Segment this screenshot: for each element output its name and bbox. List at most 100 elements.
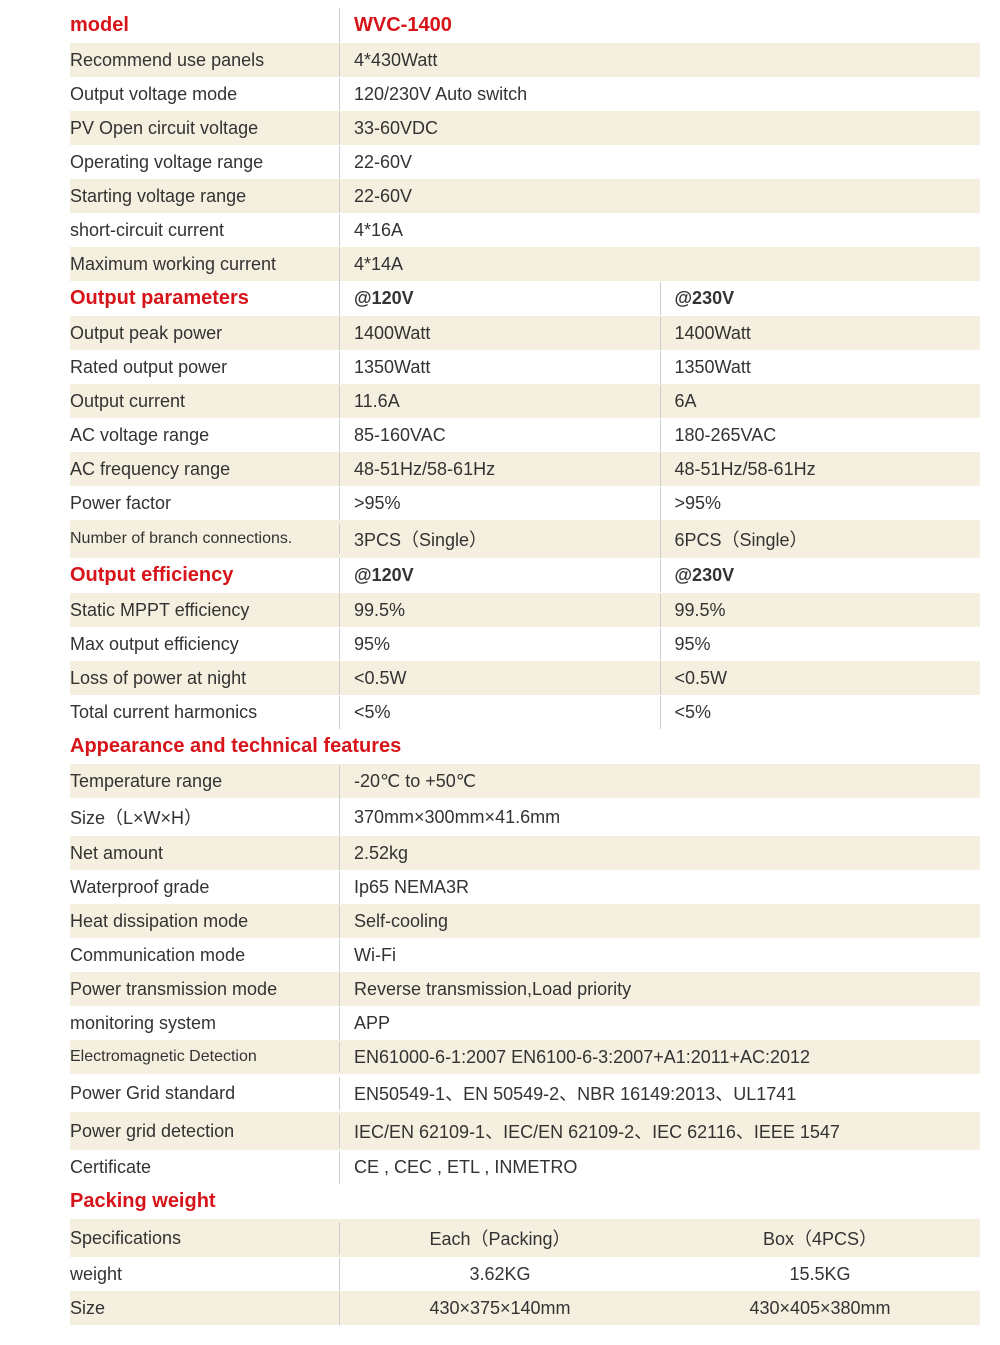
row-label: Static MPPT efficiency (70, 594, 340, 627)
row-value: Self-cooling (340, 905, 980, 938)
table-row: Power transmission modeReverse transmiss… (70, 972, 980, 1006)
row-value-1: <0.5W (340, 662, 661, 695)
col-120v: @120V (340, 282, 661, 315)
row-label: PV Open circuit voltage (70, 112, 340, 145)
row-value: 370mm×300mm×41.6mm (340, 801, 980, 834)
row-value: 33-60VDC (340, 112, 980, 145)
row-label: Power factor (70, 487, 340, 520)
table-row: Operating voltage range22-60V (70, 145, 980, 179)
row-label: Power grid detection (70, 1115, 340, 1148)
row-value-1: 85-160VAC (340, 419, 661, 452)
row-label: Maximum working current (70, 248, 340, 281)
label-efficiency: Output efficiency (70, 558, 340, 593)
table-row: Power Grid standardEN50549-1、EN 50549-2、… (70, 1074, 980, 1112)
row-label: Max output efficiency (70, 628, 340, 661)
row-label: Operating voltage range (70, 146, 340, 179)
row-value-1: 1350Watt (340, 351, 661, 384)
row-packing-header: Specifications Each（Packing） Box（4PCS） (70, 1219, 980, 1257)
row-label: AC voltage range (70, 419, 340, 452)
table-row: Max output efficiency95%95% (70, 627, 980, 661)
row-label: Rated output power (70, 351, 340, 384)
row-label: Communication mode (70, 939, 340, 972)
row-value-2: 1350Watt (661, 351, 981, 384)
table-row: Power grid detectionIEC/EN 62109-1、IEC/E… (70, 1112, 980, 1150)
spec-table: model WVC-1400 Recommend use panels4*430… (0, 0, 1000, 1345)
label-packing: Packing weight (70, 1184, 216, 1219)
row-value-1: 48-51Hz/58-61Hz (340, 453, 661, 486)
table-row: Recommend use panels4*430Watt (70, 43, 980, 77)
row-value-2: 99.5% (661, 594, 981, 627)
row-value: 22-60V (340, 180, 980, 213)
label-model: model (70, 8, 340, 43)
col-120v-eff: @120V (340, 559, 661, 592)
row-label: Size (70, 1292, 340, 1325)
row-label: Number of branch connections. (70, 524, 340, 554)
row-label: Starting voltage range (70, 180, 340, 213)
row-value-2: 48-51Hz/58-61Hz (661, 453, 981, 486)
row-label: Size（L×W×H） (70, 798, 340, 836)
table-row: AC frequency range48-51Hz/58-61Hz48-51Hz… (70, 452, 980, 486)
row-label: Output current (70, 385, 340, 418)
table-row: Output voltage mode120/230V Auto switch (70, 77, 980, 111)
table-row: Electromagnetic DetectionEN61000-6-1:200… (70, 1040, 980, 1074)
row-value-1: 95% (340, 628, 661, 661)
row-label: Waterproof grade (70, 871, 340, 904)
row-value-2: >95% (661, 487, 981, 520)
row-value: IEC/EN 62109-1、IEC/EN 62109-2、IEC 62116、… (340, 1112, 980, 1150)
row-value-1: 99.5% (340, 594, 661, 627)
row-value-2: 6PCS（Single） (661, 520, 981, 558)
label-output-params: Output parameters (70, 281, 340, 316)
row-value-2: <0.5W (661, 662, 981, 695)
row-value: 4*430Watt (340, 44, 980, 77)
row-label: Power transmission mode (70, 973, 340, 1006)
row-value-1: 1400Watt (340, 317, 661, 350)
table-row: Starting voltage range22-60V (70, 179, 980, 213)
row-value-box: 430×405×380mm (660, 1292, 980, 1325)
row-value-1: 3PCS（Single） (340, 520, 661, 558)
table-row: Power factor>95%>95% (70, 486, 980, 520)
row-value-1: 11.6A (340, 385, 661, 418)
table-row: Temperature range-20℃ to +50℃ (70, 764, 980, 798)
row-value-2: 95% (661, 628, 981, 661)
table-row: Output current11.6A6A (70, 384, 980, 418)
col-230v: @230V (661, 282, 981, 315)
row-output-params-header: Output parameters @120V @230V (70, 281, 980, 316)
row-label: Total current harmonics (70, 696, 340, 729)
table-row: Output peak power1400Watt1400Watt (70, 316, 980, 350)
label-appearance: Appearance and technical features (70, 729, 401, 764)
table-row: Maximum working current4*14A (70, 247, 980, 281)
label-specifications: Specifications (70, 1222, 340, 1255)
row-label: Electromagnetic Detection (70, 1042, 340, 1072)
table-row: short-circuit current4*16A (70, 213, 980, 247)
row-value: EN61000-6-1:2007 EN6100-6-3:2007+A1:2011… (340, 1041, 980, 1074)
row-value: 2.52kg (340, 837, 980, 870)
col-230v-eff: @230V (661, 559, 981, 592)
row-appearance-title: Appearance and technical features (70, 729, 980, 764)
row-value-1: <5% (340, 696, 661, 729)
row-value-each: 430×375×140mm (340, 1292, 660, 1325)
row-value: 22-60V (340, 146, 980, 179)
table-row: Rated output power1350Watt1350Watt (70, 350, 980, 384)
table-row: Number of branch connections.3PCS（Single… (70, 520, 980, 558)
table-row: Communication modeWi-Fi (70, 938, 980, 972)
table-row: AC voltage range85-160VAC180-265VAC (70, 418, 980, 452)
table-row: Heat dissipation modeSelf-cooling (70, 904, 980, 938)
table-row: Size430×375×140mm430×405×380mm (70, 1291, 980, 1325)
row-value: Reverse transmission,Load priority (340, 973, 980, 1006)
row-value: 4*16A (340, 214, 980, 247)
row-model: model WVC-1400 (70, 8, 980, 43)
table-row: Net amount2.52kg (70, 836, 980, 870)
row-label: Output peak power (70, 317, 340, 350)
col-box: Box（4PCS） (660, 1219, 980, 1257)
row-label: Recommend use panels (70, 44, 340, 77)
row-label: Output voltage mode (70, 78, 340, 111)
row-value: 120/230V Auto switch (340, 78, 980, 111)
table-row: Size（L×W×H）370mm×300mm×41.6mm (70, 798, 980, 836)
row-value-2: 6A (661, 385, 981, 418)
row-value: Ip65 NEMA3R (340, 871, 980, 904)
row-value-1: >95% (340, 487, 661, 520)
table-row: Loss of power at night<0.5W<0.5W (70, 661, 980, 695)
table-row: PV Open circuit voltage33-60VDC (70, 111, 980, 145)
row-value-2: <5% (661, 696, 981, 729)
table-row: CertificateCE , CEC , ETL , INMETRO (70, 1150, 980, 1184)
